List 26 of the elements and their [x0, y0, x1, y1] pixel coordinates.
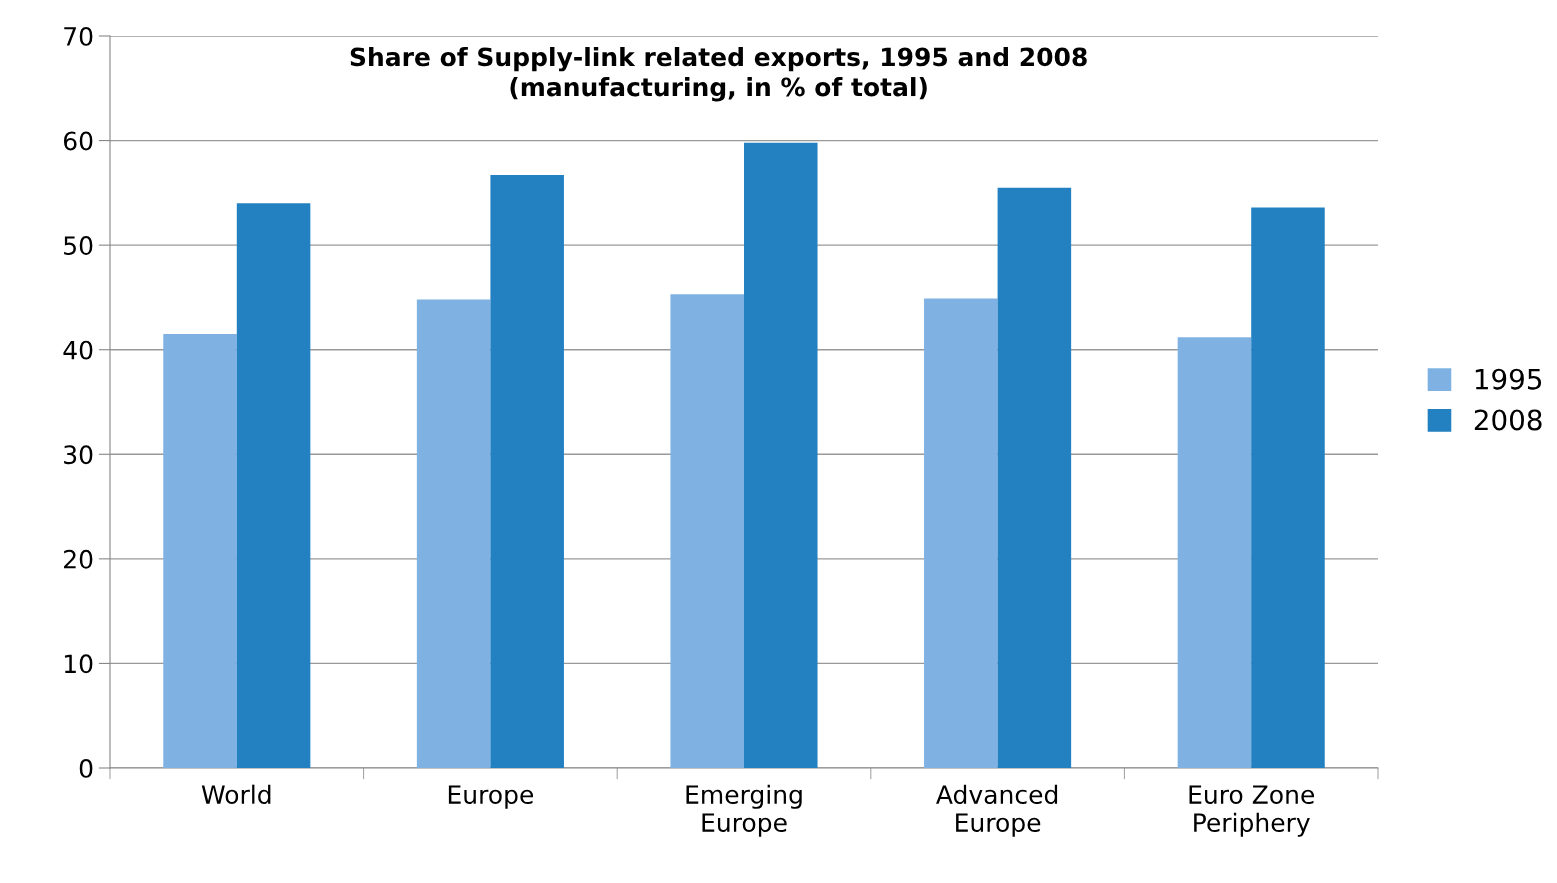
y-tick-label: 20	[64, 549, 93, 569]
x-tick-label: Europe	[448, 785, 534, 809]
bar	[670, 294, 744, 768]
legend-label: 2008	[1474, 409, 1542, 431]
x-tick-label: Euro Zone Periphery	[1189, 785, 1314, 837]
bar	[236, 203, 311, 768]
bar	[416, 299, 491, 768]
y-tick-label: 60	[63, 131, 93, 151]
bar	[744, 142, 818, 768]
y-tick-label: 0	[79, 758, 93, 778]
bar	[924, 298, 998, 768]
x-tick-label: World	[201, 784, 271, 805]
legend-label: 1995	[1475, 368, 1542, 390]
bar	[1251, 207, 1325, 768]
text: Share of Supply-link related exports, 1995 and 2008 (manufacturing, in % of total)	[350, 46, 1087, 102]
y-tick-label: 30	[64, 445, 93, 465]
x-tick-label: Advanced Europe	[936, 784, 1058, 837]
y-tick-label: 40	[63, 340, 93, 360]
bar	[1177, 337, 1252, 768]
y-tick-label: 10	[64, 654, 93, 674]
bar	[997, 187, 1072, 768]
y-tick-label: 70	[64, 26, 93, 46]
bar	[490, 175, 564, 768]
y-tick-label: 50	[64, 236, 93, 255]
x-tick-label: Emerging Europe	[686, 784, 802, 837]
bar	[163, 334, 237, 768]
